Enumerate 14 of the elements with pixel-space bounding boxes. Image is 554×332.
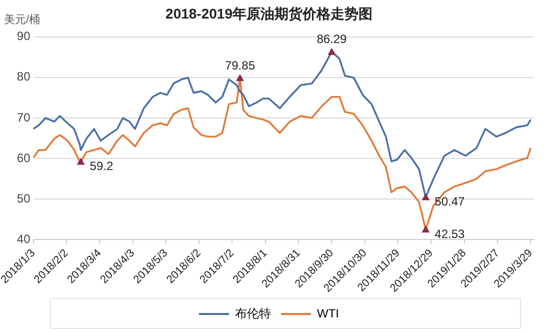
y-tick-label: 60 (16, 150, 31, 165)
legend-label: 布伦特 (235, 306, 272, 320)
chart-title: 2018-2019年原油期货价格走势图 (166, 5, 372, 22)
annotation: 86.29 (316, 32, 348, 46)
y-axis-title: 美元/桶 (4, 13, 40, 26)
y-tick-label: 80 (16, 70, 31, 84)
annotation: 79.85 (224, 58, 256, 72)
annotation: 59.2 (90, 159, 114, 174)
annotation: 42.53 (434, 226, 466, 241)
y-tick-label: 70 (16, 110, 31, 124)
legend-label: WTI (317, 306, 340, 320)
y-tick-label: 90 (16, 29, 31, 44)
y-tick-label: 40 (16, 232, 31, 246)
y-tick-label: 50 (16, 191, 31, 206)
